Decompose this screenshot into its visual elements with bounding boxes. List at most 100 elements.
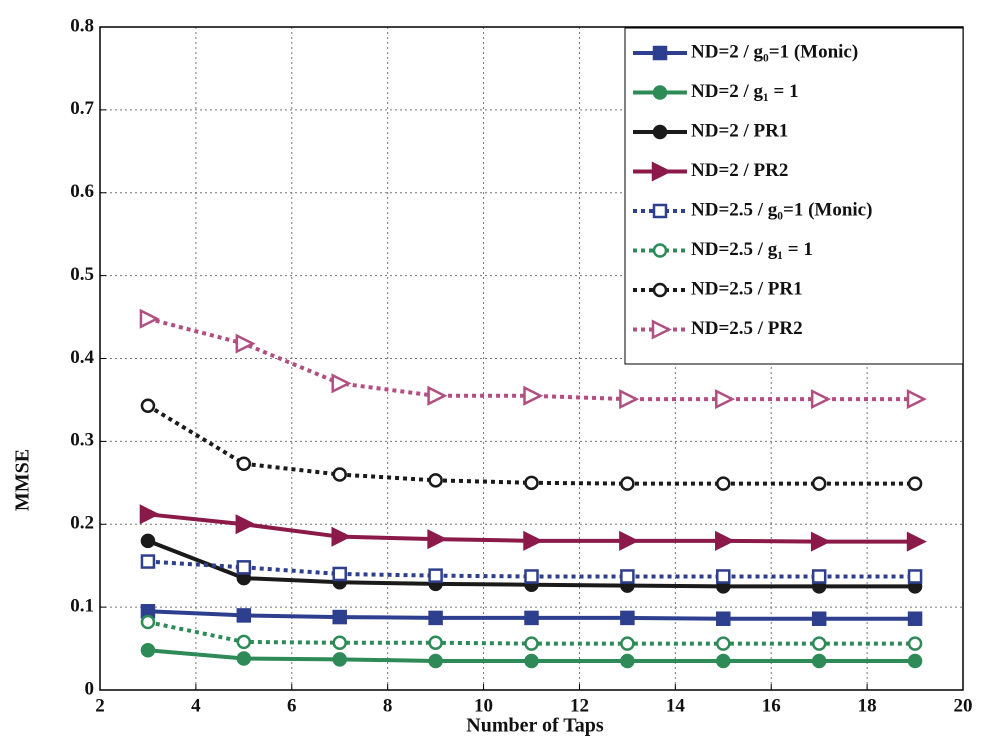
marker xyxy=(715,389,736,410)
marker xyxy=(716,476,731,491)
marker xyxy=(716,611,731,626)
series-line xyxy=(147,559,916,579)
marker xyxy=(140,642,156,658)
marker xyxy=(235,333,256,354)
marker xyxy=(619,530,640,551)
marker xyxy=(332,652,347,667)
y-tick-label: 0.1 xyxy=(70,595,94,616)
marker xyxy=(236,560,252,575)
marker xyxy=(811,476,827,491)
marker xyxy=(236,456,252,472)
legend: ND=2 / g₀=1 (Monic) ND=2 / g₁ = 1 ND=2 / P… xyxy=(624,27,964,365)
legend-label: ND=2 / PR2 xyxy=(691,160,788,181)
marker xyxy=(652,124,668,140)
marker xyxy=(907,636,923,651)
marker xyxy=(652,203,668,219)
marker xyxy=(716,653,731,669)
marker xyxy=(716,569,731,584)
legend-box xyxy=(624,27,964,365)
marker xyxy=(811,611,827,626)
marker xyxy=(620,610,635,626)
y-tick-label: 0.3 xyxy=(70,430,94,451)
marker xyxy=(524,636,539,651)
marker xyxy=(428,568,443,583)
y-axis-label: MMSE xyxy=(12,449,34,511)
marker xyxy=(810,531,831,552)
marker xyxy=(427,529,448,550)
marker xyxy=(651,319,672,340)
legend-label: ND=2.5 / g₁ = 1 xyxy=(691,239,813,260)
marker xyxy=(620,653,635,669)
marker xyxy=(140,533,156,549)
x-tick-label: 20 xyxy=(954,695,973,716)
y-tick-label: 0.5 xyxy=(70,264,94,285)
marker xyxy=(428,610,443,626)
marker xyxy=(428,653,443,669)
marker xyxy=(652,85,668,100)
marker xyxy=(428,635,443,651)
marker xyxy=(620,569,635,584)
x-tick-label: 8 xyxy=(383,695,393,716)
marker xyxy=(907,611,923,626)
x-tick-label: 18 xyxy=(858,695,877,716)
marker xyxy=(811,636,827,651)
x-tick-label: 2 xyxy=(95,695,105,716)
marker xyxy=(524,653,539,669)
marker xyxy=(523,530,544,551)
y-tick-label: 0.8 xyxy=(70,15,94,36)
marker xyxy=(715,530,736,551)
legend-label: ND=2.5 / g₀=1 (Monic) xyxy=(691,199,872,220)
legend-label: ND=2 / g₀=1 (Monic) xyxy=(691,41,858,62)
marker xyxy=(140,554,156,569)
marker xyxy=(619,389,640,410)
marker xyxy=(140,614,156,630)
marker xyxy=(332,609,347,625)
x-tick-label: 10 xyxy=(474,695,493,716)
marker xyxy=(331,526,352,547)
x-tick-label: 6 xyxy=(287,695,297,716)
marker xyxy=(620,476,635,491)
y-tick-label: 0.4 xyxy=(70,347,94,368)
y-tick-label: 0.6 xyxy=(70,181,94,202)
y-tick-label: 0.7 xyxy=(70,98,94,119)
legend-label: ND=2 / PR1 xyxy=(691,120,788,141)
marker xyxy=(811,653,827,669)
marker xyxy=(523,385,544,406)
marker xyxy=(332,635,347,651)
marker xyxy=(651,161,672,182)
marker xyxy=(810,389,831,410)
marker xyxy=(332,566,347,582)
x-tick-label: 16 xyxy=(762,695,781,716)
marker xyxy=(331,373,352,394)
legend-label: ND=2.5 / PR2 xyxy=(691,318,803,339)
marker xyxy=(235,514,256,535)
marker xyxy=(652,243,668,258)
marker xyxy=(139,504,160,525)
marker xyxy=(716,636,731,651)
marker xyxy=(236,634,252,650)
marker xyxy=(620,636,635,651)
marker xyxy=(428,473,443,488)
marker xyxy=(907,569,923,584)
marker xyxy=(139,308,160,329)
marker xyxy=(427,385,448,406)
marker xyxy=(906,389,927,410)
marker xyxy=(652,282,668,298)
x-tick-label: 12 xyxy=(570,695,589,716)
marker xyxy=(236,608,252,623)
marker xyxy=(907,476,923,491)
marker xyxy=(236,651,252,666)
marker xyxy=(524,610,539,626)
x-axis-label: Number of Taps xyxy=(466,715,604,737)
marker xyxy=(907,653,923,669)
x-tick-label: 4 xyxy=(191,695,201,716)
y-tick-label: 0.2 xyxy=(70,513,94,534)
y-tick-label: 0 xyxy=(85,678,95,699)
legend-label: ND=2 / g₁ = 1 xyxy=(691,81,799,102)
marker xyxy=(811,569,827,584)
marker xyxy=(524,475,539,491)
marker xyxy=(524,569,539,584)
marker xyxy=(140,398,156,413)
marker xyxy=(652,45,668,61)
